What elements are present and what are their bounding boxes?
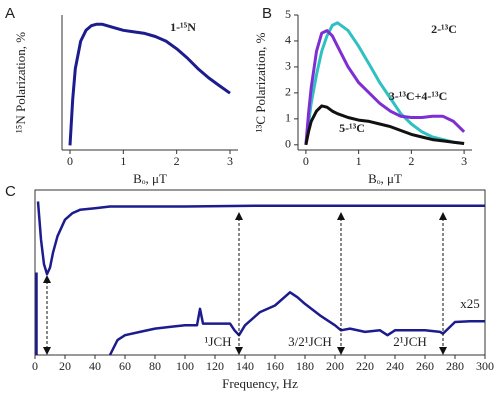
x-tick-label: 140 [236, 359, 254, 373]
x-tick-label: 0 [32, 359, 38, 373]
x-tick-label: 180 [296, 359, 314, 373]
series-label: 2-¹³C [431, 22, 457, 36]
x-tick-label: 200 [326, 359, 344, 373]
x-tick-label: 2 [174, 154, 180, 168]
x-tick-label: 280 [446, 359, 464, 373]
y-axis-label: ¹⁵N Polarization, % [13, 32, 28, 133]
plot-frame [34, 189, 486, 356]
series-line [68, 22, 231, 146]
series-label: 3-¹³C+4-¹³C [389, 89, 448, 103]
panel-label: B [262, 5, 272, 22]
x-tick-label: 160 [266, 359, 284, 373]
series-line [304, 29, 466, 145]
x-tick-label: 220 [356, 359, 374, 373]
x-tick-label: 240 [386, 359, 404, 373]
series-line [304, 21, 465, 145]
series-line [304, 104, 465, 146]
annotation: 2¹JCH [393, 334, 427, 349]
y-tick-label: 5 [285, 7, 291, 21]
panel-label: C [5, 183, 16, 200]
x-tick-label: 80 [149, 359, 161, 373]
x-axis-label: Bₒ, μT [368, 171, 402, 186]
y-tick-label: 0 [285, 137, 291, 151]
x-tick-label: 3 [461, 154, 467, 168]
x-tick-label: 0 [303, 154, 309, 168]
x-tick-label: 0 [67, 154, 73, 168]
x-tick-label: 300 [476, 359, 494, 373]
x-axis-label: Frequency, Hz [222, 376, 298, 391]
annotation: x25 [460, 296, 480, 311]
series-label: 1-¹⁵N [170, 20, 196, 34]
x-tick-label: 260 [416, 359, 434, 373]
x-tick-label: 100 [176, 359, 194, 373]
y-axis-label: ¹³C Polarization, % [253, 32, 268, 132]
x-tick-label: 60 [119, 359, 131, 373]
annotation: ¹JCH [204, 334, 231, 349]
x-tick-label: 2 [408, 154, 414, 168]
series-label: 5-¹³C [339, 121, 365, 135]
x-tick-label: 40 [89, 359, 101, 373]
x-tick-label: 3 [227, 154, 233, 168]
y-tick-label: 2 [285, 85, 291, 99]
annotation: 3/2¹JCH [288, 334, 332, 349]
series-line [35, 272, 485, 356]
x-tick-label: 1 [120, 154, 126, 168]
series-line [36, 201, 485, 276]
y-tick-label: 3 [285, 59, 291, 73]
x-tick-label: 20 [59, 359, 71, 373]
y-tick-label: 4 [285, 33, 291, 47]
panel-label: A [5, 5, 15, 22]
x-axis-label: Bₒ, μT [133, 171, 167, 186]
x-tick-label: 1 [356, 154, 362, 168]
y-tick-label: 1 [285, 111, 291, 125]
x-tick-label: 120 [206, 359, 224, 373]
